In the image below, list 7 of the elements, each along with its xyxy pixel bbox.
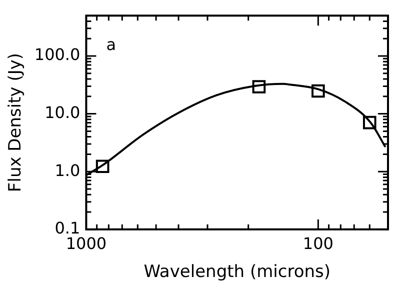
- x-tick-label: 100: [302, 234, 334, 254]
- y-tick-label: 10.0: [44, 102, 80, 122]
- y-tick-label: 1.0: [54, 160, 80, 180]
- x-axis-title: Wavelength (microns): [144, 262, 330, 282]
- y-tick-label: 100.0: [34, 45, 80, 64]
- annotation: a: [106, 34, 116, 54]
- y-axis-title: Flux Density (Jy): [6, 52, 26, 192]
